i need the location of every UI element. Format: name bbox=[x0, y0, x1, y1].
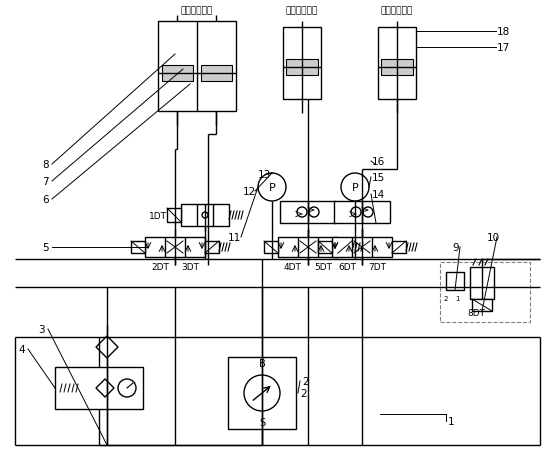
Text: 16: 16 bbox=[372, 157, 385, 167]
Bar bbox=[283, 28, 321, 100]
Bar bbox=[278, 238, 338, 258]
Bar bbox=[264, 242, 278, 253]
Text: 13: 13 bbox=[258, 170, 271, 180]
Bar bbox=[280, 202, 336, 223]
Text: 4: 4 bbox=[18, 344, 25, 354]
Text: 14: 14 bbox=[372, 190, 385, 200]
Text: 1: 1 bbox=[455, 295, 460, 301]
Text: 11: 11 bbox=[228, 233, 241, 243]
Text: 1: 1 bbox=[448, 416, 455, 426]
Text: 整体升降油缸: 整体升降油缸 bbox=[181, 6, 213, 15]
Bar bbox=[338, 242, 352, 253]
Text: 左支撑锁油缸: 左支撑锁油缸 bbox=[286, 6, 318, 15]
Bar bbox=[332, 238, 392, 258]
Text: B: B bbox=[259, 358, 265, 368]
Bar bbox=[145, 238, 205, 258]
Bar bbox=[162, 66, 193, 82]
Text: 2: 2 bbox=[302, 376, 309, 386]
Bar bbox=[440, 263, 530, 322]
Bar bbox=[318, 242, 332, 253]
Text: 4DT: 4DT bbox=[284, 263, 302, 272]
Bar bbox=[167, 208, 181, 222]
Bar bbox=[205, 242, 219, 253]
Bar bbox=[158, 22, 236, 112]
Text: 5DT: 5DT bbox=[314, 263, 332, 272]
Text: 2: 2 bbox=[300, 388, 307, 398]
Text: 7DT: 7DT bbox=[368, 263, 386, 272]
Text: 5: 5 bbox=[42, 243, 49, 253]
Bar bbox=[446, 273, 464, 290]
Bar bbox=[286, 60, 318, 76]
Bar bbox=[381, 60, 413, 76]
Bar bbox=[131, 242, 145, 253]
Bar bbox=[472, 299, 492, 311]
Text: 17: 17 bbox=[497, 43, 510, 53]
Bar bbox=[55, 367, 143, 409]
Text: 3: 3 bbox=[38, 324, 45, 334]
Text: 8DT: 8DT bbox=[467, 309, 485, 318]
Bar bbox=[470, 268, 494, 299]
Text: 12: 12 bbox=[243, 187, 256, 197]
Text: 8: 8 bbox=[42, 160, 49, 170]
Bar bbox=[181, 205, 229, 227]
Text: 1DT: 1DT bbox=[149, 211, 167, 220]
Bar bbox=[201, 66, 232, 82]
Bar bbox=[378, 28, 416, 100]
Text: 6: 6 bbox=[42, 195, 49, 205]
Text: 2: 2 bbox=[444, 295, 449, 301]
Text: 9: 9 bbox=[452, 243, 459, 253]
Text: 2DT: 2DT bbox=[151, 263, 169, 272]
Text: 18: 18 bbox=[497, 27, 510, 37]
Text: 10: 10 bbox=[487, 233, 500, 243]
Circle shape bbox=[202, 212, 208, 218]
Text: P: P bbox=[269, 182, 276, 192]
Text: 3DT: 3DT bbox=[181, 263, 199, 272]
Text: S: S bbox=[259, 417, 265, 427]
Text: 15: 15 bbox=[372, 172, 385, 182]
Bar bbox=[228, 357, 296, 429]
Text: 7: 7 bbox=[42, 177, 49, 187]
Text: 6DT: 6DT bbox=[338, 263, 356, 272]
Text: 右支撑锁油缸: 右支撑锁油缸 bbox=[381, 6, 413, 15]
Text: P: P bbox=[352, 182, 358, 192]
Bar bbox=[334, 202, 390, 223]
Bar bbox=[392, 242, 406, 253]
